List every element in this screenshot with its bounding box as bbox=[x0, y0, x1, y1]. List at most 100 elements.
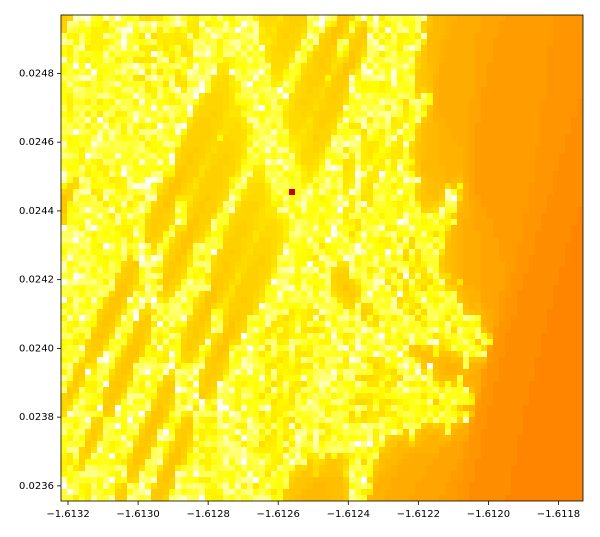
fractal-cell bbox=[133, 351, 139, 357]
fractal-cell bbox=[385, 183, 391, 189]
fractal-cell bbox=[379, 219, 385, 225]
fractal-cell bbox=[175, 327, 181, 333]
fractal-cell bbox=[553, 261, 559, 267]
fractal-cell bbox=[511, 321, 517, 327]
fractal-cell bbox=[577, 195, 583, 201]
fractal-cell bbox=[499, 189, 505, 195]
fractal-cell bbox=[217, 189, 223, 195]
fractal-cell bbox=[349, 201, 355, 207]
fractal-cell bbox=[283, 261, 289, 267]
fractal-cell bbox=[349, 243, 355, 249]
fractal-cell bbox=[145, 153, 151, 159]
fractal-cell bbox=[73, 69, 79, 75]
fractal-cell bbox=[181, 285, 187, 291]
fractal-cell bbox=[277, 69, 283, 75]
fractal-cell bbox=[529, 189, 535, 195]
fractal-cell bbox=[451, 105, 457, 111]
fractal-cell bbox=[499, 225, 505, 231]
fractal-cell bbox=[559, 123, 565, 129]
fractal-cell bbox=[139, 117, 145, 123]
fractal-cell bbox=[169, 45, 175, 51]
fractal-cell bbox=[535, 51, 541, 57]
fractal-cell bbox=[229, 351, 235, 357]
fractal-cell bbox=[115, 33, 121, 39]
fractal-cell bbox=[505, 87, 511, 93]
fractal-cell bbox=[511, 93, 517, 99]
fractal-cell bbox=[301, 231, 307, 237]
fractal-cell bbox=[139, 303, 145, 309]
fractal-cell bbox=[577, 285, 583, 291]
fractal-cell bbox=[115, 225, 121, 231]
fractal-cell bbox=[259, 69, 265, 75]
fractal-cell bbox=[193, 21, 199, 27]
fractal-cell bbox=[397, 297, 403, 303]
fractal-cell bbox=[73, 27, 79, 33]
fractal-cell bbox=[79, 177, 85, 183]
fractal-cell bbox=[535, 261, 541, 267]
fractal-cell bbox=[151, 27, 157, 33]
fractal-cell bbox=[331, 231, 337, 237]
fractal-cell bbox=[133, 315, 139, 321]
fractal-cell bbox=[349, 21, 355, 27]
fractal-cell bbox=[475, 231, 481, 237]
fractal-cell bbox=[175, 69, 181, 75]
fractal-cell bbox=[109, 225, 115, 231]
fractal-cell bbox=[289, 21, 295, 27]
fractal-cell bbox=[127, 93, 133, 99]
fractal-cell bbox=[85, 75, 91, 81]
fractal-cell bbox=[253, 345, 259, 351]
fractal-cell bbox=[451, 57, 457, 63]
fractal-cell bbox=[139, 189, 145, 195]
fractal-cell bbox=[445, 231, 451, 237]
fractal-cell bbox=[331, 219, 337, 225]
fractal-cell bbox=[403, 129, 409, 135]
fractal-cell bbox=[361, 45, 367, 51]
fractal-cell bbox=[379, 243, 385, 249]
fractal-cell bbox=[259, 111, 265, 117]
fractal-cell bbox=[343, 243, 349, 249]
fractal-cell bbox=[307, 333, 313, 339]
fractal-cell bbox=[427, 81, 433, 87]
fractal-cell bbox=[577, 57, 583, 63]
fractal-cell bbox=[451, 279, 457, 285]
fractal-cell bbox=[397, 159, 403, 165]
fractal-cell bbox=[103, 69, 109, 75]
fractal-cell bbox=[523, 141, 529, 147]
fractal-cell bbox=[289, 153, 295, 159]
fractal-cell bbox=[139, 171, 145, 177]
fractal-cell bbox=[421, 87, 427, 93]
fractal-cell bbox=[475, 21, 481, 27]
fractal-cell bbox=[337, 273, 343, 279]
fractal-cell bbox=[505, 27, 511, 33]
fractal-cell bbox=[571, 195, 577, 201]
fractal-cell bbox=[85, 33, 91, 39]
fractal-cell bbox=[283, 147, 289, 153]
fractal-cell bbox=[379, 183, 385, 189]
fractal-cell bbox=[277, 273, 283, 279]
fractal-cell bbox=[367, 69, 373, 75]
fractal-cell bbox=[325, 39, 331, 45]
fractal-cell bbox=[301, 123, 307, 129]
fractal-cell bbox=[79, 255, 85, 261]
fractal-cell bbox=[541, 111, 547, 117]
fractal-cell bbox=[163, 99, 169, 105]
fractal-cell bbox=[139, 291, 145, 297]
fractal-cell bbox=[193, 315, 199, 321]
fractal-cell bbox=[577, 351, 583, 357]
fractal-cell bbox=[307, 303, 313, 309]
fractal-cell bbox=[67, 147, 73, 153]
fractal-cell bbox=[235, 213, 241, 219]
fractal-cell bbox=[571, 315, 577, 321]
fractal-cell bbox=[571, 213, 577, 219]
fractal-cell bbox=[403, 237, 409, 243]
fractal-cell bbox=[427, 279, 433, 285]
fractal-cell bbox=[475, 69, 481, 75]
fractal-cell bbox=[229, 135, 235, 141]
fractal-cell bbox=[385, 141, 391, 147]
fractal-cell bbox=[307, 219, 313, 225]
fractal-cell bbox=[427, 45, 433, 51]
fractal-cell bbox=[337, 339, 343, 345]
fractal-cell bbox=[379, 81, 385, 87]
fractal-cell bbox=[349, 237, 355, 243]
fractal-cell bbox=[325, 93, 331, 99]
